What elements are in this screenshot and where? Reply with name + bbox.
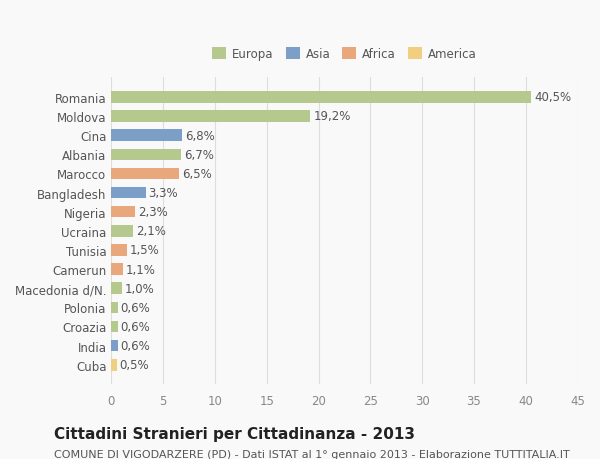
Text: 6,8%: 6,8% bbox=[185, 129, 215, 142]
Bar bbox=[112, 130, 182, 141]
Text: 0,5%: 0,5% bbox=[119, 358, 149, 371]
Text: 40,5%: 40,5% bbox=[534, 91, 571, 104]
Bar bbox=[112, 225, 133, 237]
Bar bbox=[112, 340, 118, 352]
Text: 1,5%: 1,5% bbox=[130, 244, 160, 257]
Text: 2,3%: 2,3% bbox=[138, 206, 168, 218]
Text: 3,3%: 3,3% bbox=[149, 187, 178, 200]
Bar bbox=[112, 92, 531, 103]
Text: 19,2%: 19,2% bbox=[313, 110, 351, 123]
Bar bbox=[112, 168, 179, 180]
Legend: Europa, Asia, Africa, America: Europa, Asia, Africa, America bbox=[209, 44, 480, 64]
Bar bbox=[112, 207, 135, 218]
Text: 6,5%: 6,5% bbox=[182, 168, 212, 180]
Bar bbox=[112, 187, 146, 199]
Text: COMUNE DI VIGODARZERE (PD) - Dati ISTAT al 1° gennaio 2013 - Elaborazione TUTTIT: COMUNE DI VIGODARZERE (PD) - Dati ISTAT … bbox=[54, 449, 570, 459]
Text: 1,1%: 1,1% bbox=[126, 263, 156, 276]
Bar bbox=[112, 111, 310, 123]
Text: 6,7%: 6,7% bbox=[184, 148, 214, 162]
Bar bbox=[112, 283, 122, 294]
Text: 0,6%: 0,6% bbox=[121, 301, 151, 314]
Bar bbox=[112, 359, 116, 371]
Text: 1,0%: 1,0% bbox=[125, 282, 155, 295]
Bar bbox=[112, 264, 123, 275]
Text: Cittadini Stranieri per Cittadinanza - 2013: Cittadini Stranieri per Cittadinanza - 2… bbox=[54, 425, 415, 441]
Bar bbox=[112, 321, 118, 332]
Text: 0,6%: 0,6% bbox=[121, 320, 151, 333]
Text: 2,1%: 2,1% bbox=[136, 225, 166, 238]
Bar bbox=[112, 245, 127, 256]
Bar bbox=[112, 302, 118, 313]
Text: 0,6%: 0,6% bbox=[121, 339, 151, 353]
Bar bbox=[112, 149, 181, 161]
